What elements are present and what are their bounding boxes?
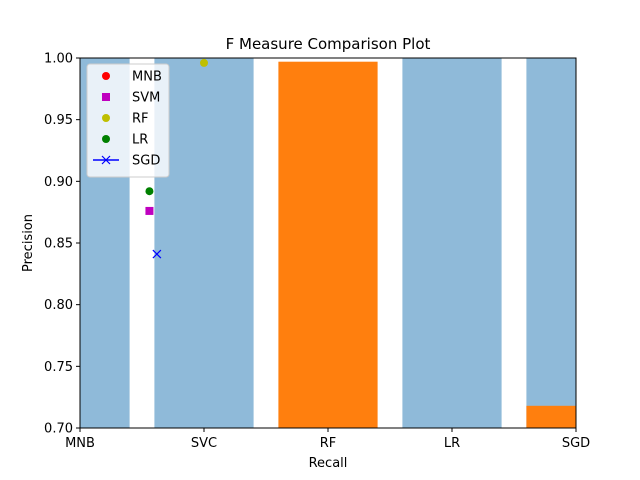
legend-marker-mnb: [102, 72, 110, 80]
y-tick-label: 0.85: [44, 237, 73, 252]
y-axis-label: Precision: [21, 214, 36, 272]
x-tick-label-rf: RF: [320, 436, 337, 451]
y-axis: 0.70 0.75 0.80 0.85 0.90 0.95 1.00: [44, 52, 80, 437]
bar-g0-2: [402, 58, 502, 428]
bar-g0-1: [154, 58, 254, 428]
x-axis: MNB SVC RF LR SGD: [65, 428, 590, 451]
point-svm-0: [145, 206, 154, 215]
y-tick-label: 0.90: [44, 175, 73, 190]
x-tick-label-svc: SVC: [191, 436, 217, 451]
legend-label-mnb: MNB: [132, 70, 162, 85]
legend-marker-rf: [102, 114, 110, 122]
chart-title: F Measure Comparison Plot: [226, 35, 431, 53]
legend-label-svm: SVM: [132, 91, 160, 106]
x-tick-label-sgd: SGD: [562, 436, 590, 451]
points-layer: [145, 58, 208, 259]
x-tick-label-lr: LR: [444, 436, 460, 451]
legend-marker-svm: [102, 93, 110, 101]
point-rf-0: [200, 58, 208, 67]
legend: MNB SVM RF LR SGD: [86, 63, 170, 178]
legend-marker-lr: [102, 135, 110, 143]
legend-box: [86, 63, 170, 178]
bar-g1-1: [526, 405, 576, 428]
legend-label-rf: RF: [132, 112, 149, 127]
x-axis-label: Recall: [309, 456, 348, 471]
y-tick-label: 0.80: [44, 298, 73, 313]
y-tick-label: 0.75: [44, 360, 73, 375]
y-tick-label: 1.00: [44, 52, 73, 67]
legend-marker-sgd: [101, 155, 111, 165]
y-tick-label: 0.70: [44, 422, 73, 437]
point-sgd-0: [152, 249, 162, 259]
point-lr-0: [145, 187, 154, 196]
legend-label-lr: LR: [132, 133, 148, 148]
bar-g0-3: [526, 58, 576, 428]
y-tick-label: 0.95: [44, 113, 73, 128]
legend-label-sgd: SGD: [132, 154, 160, 169]
x-tick-label-mnb: MNB: [65, 436, 95, 451]
bar-g1-0: [278, 61, 378, 428]
